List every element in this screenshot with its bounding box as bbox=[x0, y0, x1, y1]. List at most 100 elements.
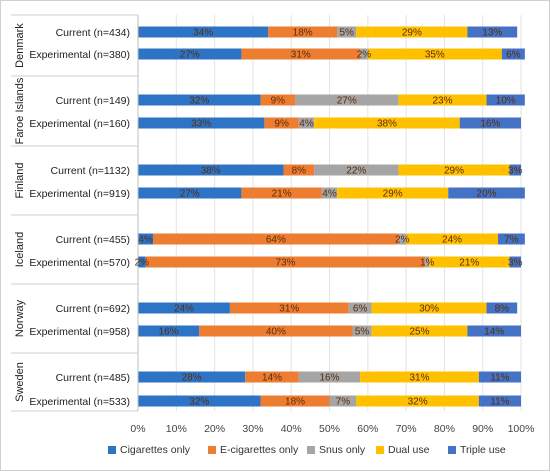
bar-segment-cigarettes-only bbox=[138, 94, 261, 106]
x-tick-label: 80% bbox=[434, 423, 455, 435]
bar-segment-snus-only bbox=[337, 26, 357, 38]
legend-swatch bbox=[108, 446, 116, 454]
data-label: 31% bbox=[291, 50, 311, 61]
bar-segment-snus-only bbox=[314, 164, 399, 176]
row-label: Experimental (n=570) bbox=[29, 257, 130, 269]
data-label: 31% bbox=[409, 373, 429, 384]
bar-segment-cigarettes-only bbox=[138, 164, 284, 176]
bar-segment-triple-use bbox=[478, 395, 521, 407]
data-label: 27% bbox=[337, 96, 357, 107]
row-label: Experimental (n=380) bbox=[29, 49, 130, 61]
data-label: 20% bbox=[477, 189, 497, 200]
legend-swatch bbox=[376, 446, 384, 454]
data-label: 16% bbox=[480, 119, 500, 130]
data-label: 25% bbox=[409, 327, 429, 338]
legend: Cigarettes only E-cigarettes only Snus onl… bbox=[108, 444, 506, 456]
data-label: 29% bbox=[444, 166, 464, 177]
x-tick-label: 60% bbox=[357, 423, 378, 435]
legend-label: Snus only bbox=[319, 444, 366, 456]
bar-segment-dual-use bbox=[367, 48, 502, 60]
bar-segment-triple-use bbox=[448, 187, 525, 199]
bar-segment-cigarettes-only bbox=[138, 256, 146, 268]
bar-segment-triple-use bbox=[486, 94, 525, 106]
data-label: 10% bbox=[496, 96, 516, 107]
data-label: 4% bbox=[322, 189, 337, 200]
row-label: Current (n=1132) bbox=[51, 165, 130, 177]
data-label: 24% bbox=[174, 304, 194, 315]
x-tick-label: 30% bbox=[242, 423, 263, 435]
data-label: 27% bbox=[180, 189, 200, 200]
bar-segment-e-cigarettes-only bbox=[145, 256, 426, 268]
bar-segment-cigarettes-only bbox=[138, 371, 246, 383]
x-tick-label: 10% bbox=[166, 423, 187, 435]
bar-segment-snus-only bbox=[295, 94, 399, 106]
row-label: Experimental (n=919) bbox=[29, 188, 130, 200]
data-label: 8% bbox=[292, 166, 307, 177]
bar-segment-dual-use bbox=[398, 164, 510, 176]
x-tick-label: 100% bbox=[508, 423, 535, 435]
data-label: 38% bbox=[377, 119, 397, 130]
data-label: 30% bbox=[419, 304, 439, 315]
data-label: 35% bbox=[425, 50, 445, 61]
bar-segment-e-cigarettes-only bbox=[241, 48, 361, 60]
data-label: 3% bbox=[508, 258, 523, 269]
data-label: 16% bbox=[159, 327, 179, 338]
legend-label: E-cigarettes only bbox=[220, 444, 299, 456]
data-label: 9% bbox=[274, 119, 289, 130]
data-label: 5% bbox=[355, 327, 370, 338]
x-tick-label: 90% bbox=[472, 423, 493, 435]
bar-segment-snus-only bbox=[352, 325, 372, 337]
country-label: Finland bbox=[14, 162, 26, 198]
data-label: 6% bbox=[353, 304, 368, 315]
bar-segment-e-cigarettes-only bbox=[268, 26, 338, 38]
bar-segment-dual-use bbox=[429, 256, 510, 268]
bar-segment-snus-only bbox=[398, 233, 407, 245]
bar-segment-snus-only bbox=[298, 371, 361, 383]
country-label: Faroe Islands bbox=[14, 77, 26, 144]
row-label: Experimental (n=160) bbox=[29, 118, 130, 130]
bar-segment-e-cigarettes-only bbox=[283, 164, 315, 176]
bar-segment-e-cigarettes-only bbox=[153, 233, 399, 245]
bar-segment-triple-use bbox=[459, 117, 521, 129]
bar-segment-e-cigarettes-only bbox=[199, 325, 353, 337]
bar-segment-cigarettes-only bbox=[138, 187, 242, 199]
bar-segment-dual-use bbox=[337, 187, 449, 199]
bar-segment-dual-use bbox=[360, 371, 479, 383]
bar-segment-triple-use bbox=[509, 164, 521, 176]
bar-segment-cigarettes-only bbox=[138, 302, 230, 314]
bar-segment-cigarettes-only bbox=[138, 26, 269, 38]
x-tick-label: 40% bbox=[281, 423, 302, 435]
bar-segment-snus-only bbox=[360, 48, 368, 60]
bar-segment-triple-use bbox=[486, 302, 518, 314]
country-label: Iceland bbox=[14, 232, 26, 267]
row-label: Experimental (n=533) bbox=[29, 396, 130, 408]
data-label: 64% bbox=[266, 235, 286, 246]
bar-segment-e-cigarettes-only bbox=[245, 371, 299, 383]
bar-segment-dual-use bbox=[356, 395, 479, 407]
gridlines bbox=[137, 15, 522, 411]
data-label: 23% bbox=[432, 96, 452, 107]
data-label: 5% bbox=[340, 28, 355, 39]
bar-segment-cigarettes-only bbox=[138, 117, 265, 129]
data-label: 2% bbox=[395, 235, 410, 246]
bar-segment-cigarettes-only bbox=[138, 48, 242, 60]
bar-segment-dual-use bbox=[398, 94, 487, 106]
bar-segment-dual-use bbox=[314, 117, 460, 129]
country-label: Denmark bbox=[14, 23, 26, 68]
bars bbox=[138, 26, 525, 407]
data-label: 7% bbox=[504, 235, 519, 246]
row-label: Experimental (n=958) bbox=[29, 326, 130, 338]
legend-swatch bbox=[448, 446, 456, 454]
data-label: 14% bbox=[484, 327, 504, 338]
bar-segment-triple-use bbox=[478, 371, 521, 383]
x-tick-label: 20% bbox=[204, 423, 225, 435]
data-label: 6% bbox=[506, 50, 521, 61]
data-label: 24% bbox=[442, 235, 462, 246]
bar-segment-e-cigarettes-only bbox=[260, 395, 330, 407]
data-label: 32% bbox=[189, 96, 209, 107]
data-label: 13% bbox=[482, 28, 502, 39]
group-separators bbox=[11, 14, 139, 412]
legend-label: Dual use bbox=[388, 444, 430, 456]
